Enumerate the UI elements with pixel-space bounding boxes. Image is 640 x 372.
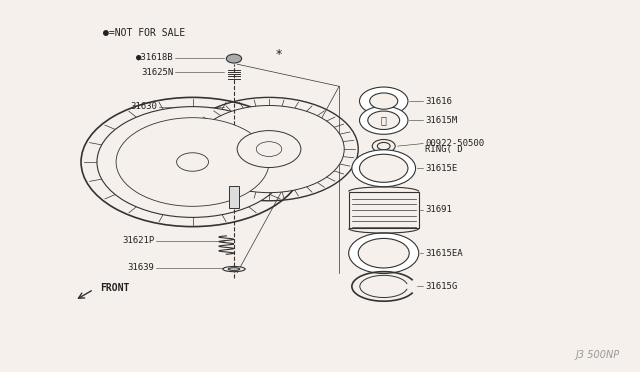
Text: 31616: 31616 [425,97,452,106]
Circle shape [370,93,397,109]
Text: 31621P: 31621P [122,236,154,245]
Ellipse shape [223,266,245,272]
Text: 31615E: 31615E [425,164,458,173]
Text: 31625N: 31625N [141,68,173,77]
Text: 00922-50500: 00922-50500 [425,139,484,148]
Circle shape [378,142,390,150]
Text: 31615EA: 31615EA [425,249,463,258]
Text: RING( D: RING( D [425,145,463,154]
Circle shape [368,111,399,129]
Circle shape [177,153,209,171]
Circle shape [360,87,408,115]
Circle shape [360,106,408,134]
Circle shape [237,131,301,167]
Circle shape [97,107,288,217]
Circle shape [360,154,408,182]
Text: ●=NOT FOR SALE: ●=NOT FOR SALE [103,28,186,38]
Text: 31639: 31639 [127,263,154,272]
Circle shape [256,142,282,157]
Text: ⓜ: ⓜ [381,115,387,125]
FancyBboxPatch shape [229,186,239,208]
Circle shape [352,150,415,187]
FancyBboxPatch shape [349,192,419,228]
Circle shape [372,140,395,153]
Circle shape [194,106,344,193]
Circle shape [227,54,242,63]
Circle shape [358,238,409,268]
Text: J3 500NP: J3 500NP [575,350,620,359]
Text: 31618: 31618 [127,192,154,201]
Ellipse shape [228,268,240,270]
Text: 31630: 31630 [131,102,157,111]
Text: ●31618B: ●31618B [136,53,173,62]
Text: 31615M: 31615M [425,116,458,125]
Circle shape [349,233,419,273]
Text: 31691: 31691 [425,205,452,215]
Text: *: * [275,48,282,61]
Circle shape [157,142,228,182]
Text: 31615G: 31615G [425,282,458,291]
Circle shape [116,118,269,206]
Text: FRONT: FRONT [100,283,129,293]
